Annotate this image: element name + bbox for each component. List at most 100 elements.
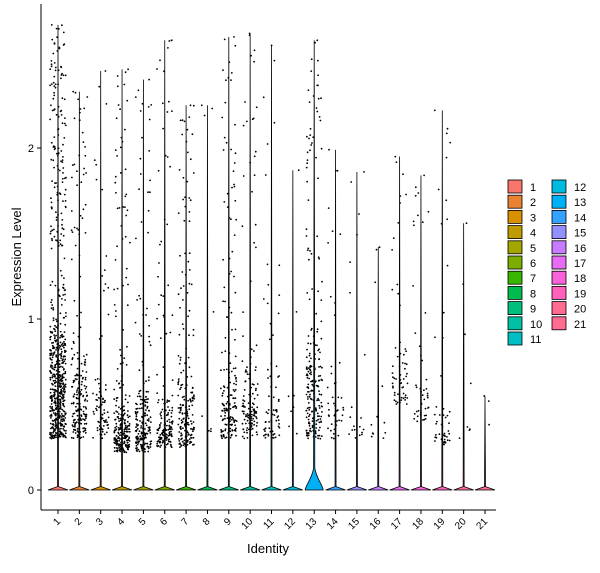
data-point <box>448 432 451 435</box>
data-point <box>62 368 65 371</box>
data-point <box>161 408 164 411</box>
data-point <box>230 311 233 314</box>
data-point <box>274 436 277 439</box>
data-point <box>53 75 56 78</box>
data-point <box>159 434 162 436</box>
data-point <box>391 288 394 291</box>
data-point <box>308 258 310 261</box>
data-point <box>147 379 150 382</box>
data-point <box>229 436 232 439</box>
data-point <box>159 59 161 62</box>
data-point <box>397 393 399 395</box>
data-point <box>53 327 55 330</box>
data-point <box>418 345 421 348</box>
data-point <box>126 209 129 212</box>
data-point <box>62 400 65 402</box>
data-point <box>221 437 224 440</box>
data-point <box>265 411 268 414</box>
data-point <box>114 181 117 184</box>
data-point <box>148 78 151 81</box>
data-point <box>59 330 62 333</box>
data-point <box>178 440 181 442</box>
data-point <box>315 427 318 429</box>
data-point <box>165 332 168 335</box>
data-point <box>147 426 150 429</box>
data-point <box>82 436 85 438</box>
violin-15 <box>346 171 368 491</box>
data-point <box>55 320 58 323</box>
data-point <box>63 331 66 333</box>
data-point <box>149 432 152 434</box>
data-point <box>253 412 256 415</box>
data-point <box>61 396 63 399</box>
data-point <box>127 283 129 286</box>
data-point <box>309 393 311 396</box>
data-point <box>320 405 323 407</box>
data-point <box>295 432 298 435</box>
data-point <box>135 418 138 421</box>
data-point <box>191 386 194 389</box>
data-point <box>306 151 309 154</box>
data-point <box>105 431 108 434</box>
data-point <box>123 421 126 424</box>
data-point <box>393 399 396 402</box>
data-point <box>119 146 122 149</box>
data-point <box>114 418 117 421</box>
data-point <box>393 394 396 396</box>
data-point <box>64 74 67 77</box>
data-point <box>188 197 191 199</box>
data-point <box>147 231 150 234</box>
data-point <box>182 299 184 301</box>
data-point <box>138 369 141 372</box>
data-point <box>230 270 233 273</box>
data-point <box>320 401 323 404</box>
data-point <box>277 425 280 428</box>
data-point <box>59 243 62 246</box>
data-point <box>63 372 65 375</box>
data-point <box>309 397 312 400</box>
data-point <box>231 250 234 253</box>
data-point <box>58 410 61 413</box>
data-point <box>60 365 62 368</box>
data-point <box>119 426 122 429</box>
data-point <box>166 156 169 158</box>
data-point <box>253 397 256 400</box>
data-point <box>405 350 407 353</box>
data-point <box>116 155 118 157</box>
data-point <box>306 374 309 377</box>
legend-key-9 <box>507 301 523 316</box>
data-point <box>157 429 160 432</box>
data-point <box>54 397 57 400</box>
data-point <box>402 173 404 176</box>
data-point <box>255 366 257 368</box>
data-point <box>53 401 56 404</box>
data-point <box>51 419 54 422</box>
data-point <box>85 417 87 420</box>
violin-9 <box>218 36 239 491</box>
data-point <box>70 210 73 212</box>
data-point <box>349 261 351 263</box>
data-point <box>251 118 254 121</box>
y-tick-label: 0 <box>28 485 34 497</box>
data-point <box>53 85 56 87</box>
data-point <box>53 42 56 44</box>
data-point <box>181 133 184 136</box>
data-point <box>123 419 126 422</box>
data-point <box>72 425 74 428</box>
data-point <box>124 195 127 198</box>
data-point <box>244 371 247 373</box>
data-point <box>101 437 104 440</box>
data-point <box>186 291 189 294</box>
data-point <box>118 406 120 409</box>
data-point <box>63 122 66 125</box>
data-point <box>264 174 267 176</box>
data-point <box>101 188 104 191</box>
data-point <box>135 237 137 240</box>
data-point <box>178 333 181 336</box>
data-point <box>435 436 438 439</box>
data-point <box>59 336 61 339</box>
data-point <box>336 420 338 422</box>
data-point <box>253 241 256 244</box>
data-point <box>136 407 139 410</box>
data-point <box>84 413 87 416</box>
